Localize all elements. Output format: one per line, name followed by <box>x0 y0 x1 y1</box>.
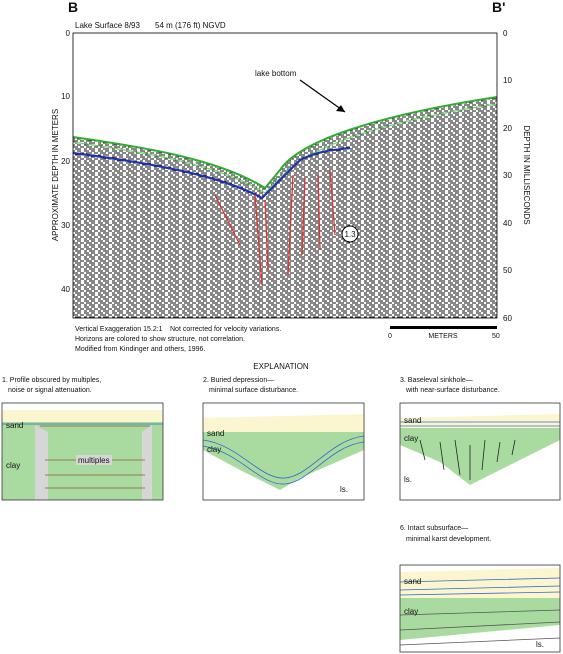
arrowhead <box>336 105 345 112</box>
gray-lines <box>399 609 561 646</box>
tick: 30 <box>61 221 70 230</box>
faults <box>419 439 516 480</box>
panel-title: minimal surface disturbance. <box>209 387 298 394</box>
panel-title: noise or signal attenuation. <box>8 387 92 394</box>
blue-horizon <box>72 146 351 200</box>
lake-bottom-arrow <box>299 79 346 113</box>
elevation: 54 m (176 ft) NGVD <box>155 21 226 30</box>
explanation-title: EXPLANATION <box>253 362 309 371</box>
tick: 40 <box>61 285 70 294</box>
panel-title: 6. Intact subsurface— <box>400 525 468 532</box>
marker-circle <box>341 225 359 243</box>
tick: 0 <box>503 29 508 38</box>
note: Not corrected for velocity variations. <box>170 326 281 333</box>
tick: 40 <box>503 219 512 228</box>
panel-6: 6. Intact subsurface— minimal karst deve… <box>399 525 561 653</box>
faults <box>214 169 336 286</box>
sand <box>203 414 364 432</box>
label: ls. <box>404 475 412 484</box>
left-axis-title: APPROXIMATE DEPTH IN METERS <box>51 109 60 241</box>
label-bg <box>76 455 112 465</box>
tick: 60 <box>503 314 512 323</box>
multiples-zone <box>35 425 152 500</box>
tick: 50 <box>503 266 512 275</box>
panel-title: 3. Baseleval sinkhole— <box>400 377 473 384</box>
label-b: B <box>68 0 78 15</box>
sand <box>400 568 560 598</box>
label: clay <box>207 445 221 454</box>
sand <box>2 410 163 422</box>
marker-label: 1.3 <box>344 230 356 239</box>
right-axis-title: DEPTH IN MILLISECONDS <box>522 125 531 224</box>
sand <box>400 414 560 428</box>
blue-lines <box>202 435 365 485</box>
scale-unit: METERS <box>428 333 458 340</box>
note: Vertical Exaggeration 15.2:1 <box>75 326 163 333</box>
blue-lines <box>400 421 560 427</box>
tick: 30 <box>503 171 512 180</box>
panel-3: 3. Baseleval sinkhole— with near-surface… <box>399 377 561 501</box>
label: clay <box>404 434 418 443</box>
panel-frame <box>399 402 561 501</box>
profile: B B' Lake Surface 8/93 54 m (176 ft) NGV… <box>51 0 531 353</box>
panel-frame <box>202 402 365 501</box>
seismic-texture <box>73 97 497 318</box>
label: clay <box>404 607 418 616</box>
blue-lines <box>399 577 561 596</box>
green-horizon <box>72 96 498 190</box>
plot-frame <box>72 32 498 319</box>
green-horizon-2 <box>72 103 498 194</box>
label: ls. <box>340 485 348 494</box>
tick: 0 <box>66 29 71 38</box>
label: sand <box>404 577 421 586</box>
tick: 10 <box>503 76 512 85</box>
panel-1: 1. Profile obscured by multiples, noise … <box>1 377 164 501</box>
label: clay <box>6 461 20 470</box>
panel-2: 2. Buried depression— minimal surface di… <box>202 377 365 501</box>
lake-bottom-label: lake bottom <box>255 69 297 78</box>
label: ls. <box>536 640 544 649</box>
panel-title: minimal karst development. <box>406 536 491 543</box>
panel-title: 1. Profile obscured by multiples, <box>2 377 101 384</box>
label: sand <box>6 421 23 430</box>
tick: 20 <box>503 124 512 133</box>
label: sand <box>404 416 421 425</box>
panel-title: with near-surface disturbance. <box>405 387 500 394</box>
panel-frame <box>1 402 164 501</box>
note: Modified from Kindinger and others, 1996… <box>75 346 205 353</box>
note: Horizons are colored to show structure, … <box>75 336 245 343</box>
panel-title: 2. Buried depression— <box>203 377 274 384</box>
left-ticks: 0 10 20 30 40 <box>61 29 70 294</box>
panel-frame <box>399 564 561 653</box>
tick: 10 <box>61 92 70 101</box>
clay <box>203 432 364 490</box>
scale-start: 0 <box>388 333 392 340</box>
label: sand <box>207 429 224 438</box>
right-ticks: 0 10 20 30 40 50 60 <box>503 29 512 323</box>
tick: 20 <box>61 157 70 166</box>
lake-surface: Lake Surface 8/93 <box>75 21 140 30</box>
label: multiples <box>78 456 110 465</box>
label-b-prime: B' <box>492 0 505 15</box>
scale-bar <box>390 326 497 329</box>
clay <box>400 598 560 640</box>
scale-end: 50 <box>492 333 500 340</box>
